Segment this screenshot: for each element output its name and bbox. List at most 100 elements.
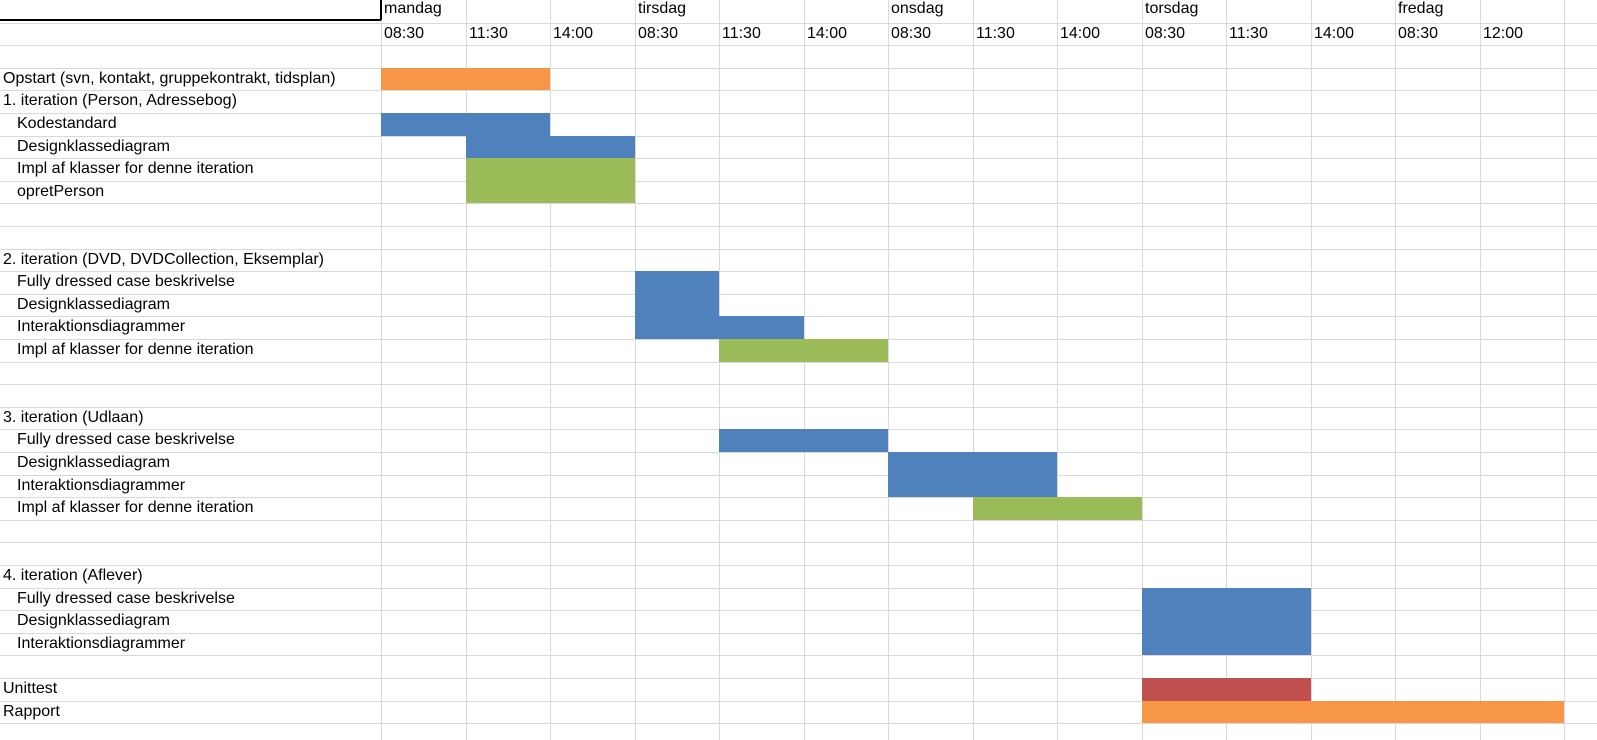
time-header: 14:00 <box>807 25 848 42</box>
row-gridline <box>0 181 1597 182</box>
column-gridline <box>635 0 636 740</box>
impl-2-bar[interactable] <box>719 339 888 362</box>
row-gridline <box>0 362 1597 363</box>
subtask-label: Designklassediagram <box>17 138 170 155</box>
iteration-4-bar[interactable] <box>1142 588 1311 655</box>
row-gridline <box>0 678 1597 679</box>
row-gridline <box>0 384 1597 385</box>
time-header: 14:00 <box>553 25 594 42</box>
row-gridline <box>0 23 1597 24</box>
kodestandard-bar[interactable] <box>381 113 550 136</box>
design-interaktion-3-bar[interactable] <box>888 452 1057 497</box>
column-gridline <box>1057 0 1058 740</box>
column-gridline <box>1311 0 1312 740</box>
designklassediagram-1-bar[interactable] <box>466 136 635 158</box>
column-gridline <box>550 0 551 740</box>
task-label: Unittest <box>3 680 58 697</box>
time-header: 11:30 <box>1229 25 1268 42</box>
column-gridline <box>1142 0 1143 740</box>
column-gridline <box>466 0 467 740</box>
column-gridline <box>804 0 805 740</box>
subtask-label: Fully dressed case beskrivelse <box>17 431 235 448</box>
interaktion-2-bar[interactable] <box>719 316 804 339</box>
day-header: mandag <box>384 0 442 17</box>
row-gridline <box>0 113 1597 114</box>
subtask-label: Fully dressed case beskrivelse <box>17 273 235 290</box>
column-a-border <box>380 0 382 20</box>
impl-3-bar[interactable] <box>973 497 1142 520</box>
task-label: Opstart (svn, kontakt, gruppekontrakt, t… <box>3 70 336 87</box>
subtask-label: Interaktionsdiagrammer <box>17 318 186 335</box>
day-header: torsdag <box>1145 0 1199 17</box>
row-gridline <box>0 520 1597 521</box>
row-gridline <box>0 497 1597 498</box>
row-gridline <box>0 158 1597 159</box>
time-header: 08:30 <box>1398 25 1439 42</box>
row-gridline <box>0 542 1597 543</box>
column-gridline <box>719 0 720 740</box>
task-label: 2. iteration (DVD, DVDCollection, Eksemp… <box>3 251 324 268</box>
subtask-label: Impl af klasser for denne iteration <box>17 499 254 516</box>
task-label: 4. iteration (Aflever) <box>3 567 143 584</box>
row-gridline <box>0 610 1597 611</box>
row-gridline <box>0 565 1597 566</box>
time-header: 08:30 <box>891 25 932 42</box>
column-gridline <box>888 0 889 740</box>
row-gridline <box>0 271 1597 272</box>
subtask-label: opretPerson <box>17 183 105 200</box>
row-gridline <box>0 136 1597 137</box>
task-label: 1. iteration (Person, Adressebog) <box>3 92 237 109</box>
row-gridline <box>0 655 1597 656</box>
impl-1-bar[interactable] <box>466 158 635 203</box>
subtask-label: Kodestandard <box>17 115 117 132</box>
row-gridline <box>0 249 1597 250</box>
column-gridline <box>1226 0 1227 740</box>
row-gridline <box>0 723 1597 724</box>
time-header: 14:00 <box>1060 25 1101 42</box>
column-gridline <box>1395 0 1396 740</box>
day-header: onsdag <box>891 0 944 17</box>
subtask-label: Designklassediagram <box>17 612 170 629</box>
row-gridline <box>0 701 1597 702</box>
opstart-bar[interactable] <box>381 68 550 90</box>
row-gridline <box>0 294 1597 295</box>
day-header: tirsdag <box>638 0 687 17</box>
row-gridline <box>0 633 1597 634</box>
row-gridline <box>0 452 1597 453</box>
subtask-label: Interaktionsdiagrammer <box>17 635 186 652</box>
task-label: 3. iteration (Udlaan) <box>3 409 144 426</box>
day-header: fredag <box>1398 0 1444 17</box>
subtask-label: Fully dressed case beskrivelse <box>17 590 235 607</box>
column-gridline <box>381 0 382 740</box>
time-header: 11:30 <box>722 25 761 42</box>
header-border <box>0 19 381 21</box>
subtask-label: Designklassediagram <box>17 296 170 313</box>
time-header: 14:00 <box>1314 25 1355 42</box>
subtask-label: Impl af klasser for denne iteration <box>17 160 254 177</box>
time-header: 11:30 <box>469 25 508 42</box>
column-gridline <box>1564 0 1565 740</box>
row-gridline <box>0 203 1597 204</box>
time-header: 12:00 <box>1483 25 1524 42</box>
time-header: 08:30 <box>1145 25 1186 42</box>
fully-dressed-2-bar[interactable] <box>635 271 719 339</box>
fully-dressed-3-bar[interactable] <box>719 429 888 452</box>
subtask-label: Impl af klasser for denne iteration <box>17 341 254 358</box>
row-gridline <box>0 588 1597 589</box>
column-gridline <box>1480 0 1481 740</box>
row-gridline <box>0 45 1597 46</box>
time-header: 08:30 <box>384 25 425 42</box>
row-gridline <box>0 90 1597 91</box>
task-label: Rapport <box>3 703 60 720</box>
time-header: 08:30 <box>638 25 679 42</box>
row-gridline <box>0 407 1597 408</box>
row-gridline <box>0 226 1597 227</box>
time-header: 11:30 <box>976 25 1015 42</box>
column-gridline <box>973 0 974 740</box>
row-gridline <box>0 475 1597 476</box>
rapport-bar[interactable] <box>1142 701 1564 723</box>
subtask-label: Interaktionsdiagrammer <box>17 477 186 494</box>
row-gridline <box>0 68 1597 69</box>
unittest-bar[interactable] <box>1142 678 1311 701</box>
